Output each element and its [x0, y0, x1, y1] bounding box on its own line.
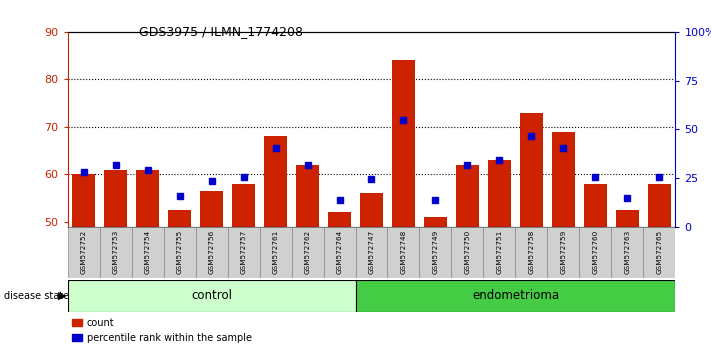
Text: GSM572753: GSM572753: [112, 230, 119, 274]
Legend: count, percentile rank within the sample: count, percentile rank within the sample: [73, 318, 252, 343]
Text: GSM572761: GSM572761: [272, 230, 279, 274]
Text: GSM572747: GSM572747: [368, 230, 375, 274]
Bar: [100, 227, 132, 278]
Text: control: control: [191, 289, 232, 302]
Text: GSM572749: GSM572749: [432, 230, 439, 274]
Bar: [552, 132, 574, 227]
Text: GSM572765: GSM572765: [656, 230, 663, 274]
Bar: [387, 227, 419, 278]
Text: endometrioma: endometrioma: [472, 289, 559, 302]
Bar: [260, 227, 292, 278]
Bar: [515, 227, 547, 278]
Bar: [584, 184, 606, 227]
Bar: [451, 227, 483, 278]
Bar: [68, 280, 356, 312]
Text: GSM572762: GSM572762: [304, 230, 311, 274]
Bar: [324, 227, 356, 278]
Bar: [488, 160, 510, 227]
Text: GSM572755: GSM572755: [176, 230, 183, 274]
Text: GSM572763: GSM572763: [624, 230, 631, 274]
Bar: [483, 227, 515, 278]
Bar: [68, 227, 100, 278]
Bar: [616, 210, 638, 227]
Text: GSM572754: GSM572754: [144, 230, 151, 274]
Bar: [360, 193, 383, 227]
Bar: [328, 212, 351, 227]
Bar: [456, 165, 479, 227]
Text: ▶: ▶: [58, 291, 67, 301]
Bar: [419, 227, 451, 278]
Text: GSM572748: GSM572748: [400, 230, 407, 274]
Bar: [196, 227, 228, 278]
Bar: [611, 227, 643, 278]
Text: GDS3975 / ILMN_1774208: GDS3975 / ILMN_1774208: [139, 25, 303, 38]
Text: GSM572758: GSM572758: [528, 230, 535, 274]
Bar: [296, 165, 319, 227]
Bar: [264, 136, 287, 227]
Bar: [73, 174, 95, 227]
Bar: [201, 191, 223, 227]
Bar: [132, 227, 164, 278]
Bar: [105, 170, 127, 227]
Bar: [392, 60, 415, 227]
Text: GSM572751: GSM572751: [496, 230, 503, 274]
Bar: [520, 113, 542, 227]
Bar: [547, 227, 579, 278]
Text: GSM572764: GSM572764: [336, 230, 343, 274]
Bar: [643, 227, 675, 278]
Bar: [579, 227, 611, 278]
Bar: [169, 210, 191, 227]
Bar: [228, 227, 260, 278]
Bar: [356, 280, 675, 312]
Bar: [292, 227, 324, 278]
Text: GSM572757: GSM572757: [240, 230, 247, 274]
Bar: [137, 170, 159, 227]
Bar: [356, 227, 387, 278]
Text: GSM572750: GSM572750: [464, 230, 471, 274]
Text: disease state: disease state: [4, 291, 69, 301]
Text: GSM572752: GSM572752: [80, 230, 87, 274]
Bar: [648, 184, 670, 227]
Bar: [424, 217, 447, 227]
Text: GSM572759: GSM572759: [560, 230, 567, 274]
Bar: [232, 184, 255, 227]
Text: GSM572756: GSM572756: [208, 230, 215, 274]
Text: GSM572760: GSM572760: [592, 230, 599, 274]
Bar: [164, 227, 196, 278]
